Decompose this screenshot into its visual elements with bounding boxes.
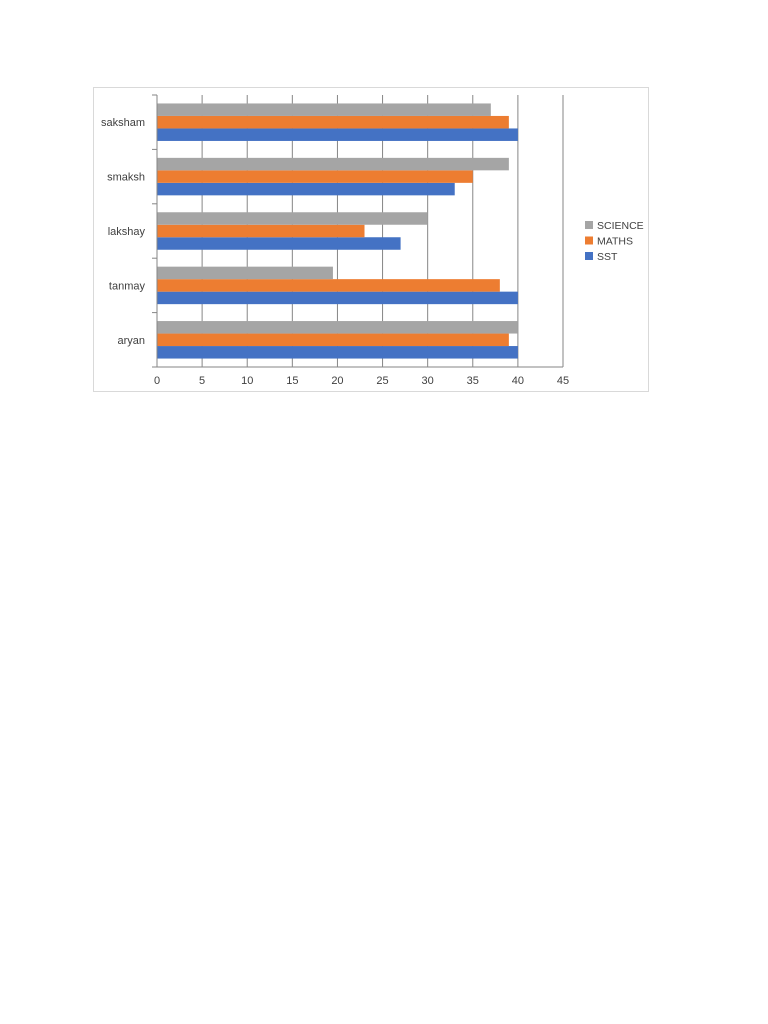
y-category-label-tanmay: tanmay <box>109 280 146 292</box>
x-tick-label-25: 25 <box>376 375 388 387</box>
bar-lakshay-maths <box>157 224 365 238</box>
legend-label-maths: MATHS <box>597 236 633 248</box>
bar-saksham-sst <box>157 128 518 141</box>
y-category-label-saksham: saksham <box>101 117 145 129</box>
x-tick-label-15: 15 <box>286 375 298 387</box>
x-tick-label-5: 5 <box>199 375 205 387</box>
x-tick-label-10: 10 <box>241 375 253 387</box>
bars <box>157 103 518 359</box>
bar-smaksh-science <box>157 157 509 171</box>
bar-tanmay-sst <box>157 291 518 305</box>
x-tick-label-30: 30 <box>422 375 434 387</box>
bar-saksham-maths <box>157 115 509 129</box>
x-tick-label-45: 45 <box>557 375 569 387</box>
bar-smaksh-sst <box>157 182 455 196</box>
legend-swatch-sst <box>585 252 593 260</box>
y-category-label-lakshay: lakshay <box>108 226 146 238</box>
bar-aryan-maths <box>157 333 509 347</box>
bar-saksham-science <box>157 103 491 116</box>
y-category-label-smaksh: smaksh <box>107 172 145 184</box>
bar-smaksh-maths <box>157 170 473 183</box>
legend-swatch-maths <box>585 236 593 245</box>
bar-tanmay-science <box>157 266 333 280</box>
x-tick-label-40: 40 <box>512 375 524 387</box>
x-tick-label-35: 35 <box>467 375 479 387</box>
legend: SCIENCE MATHS SST <box>585 220 644 263</box>
y-category-label-aryan: aryan <box>117 335 145 347</box>
bar-chart: 0 5 10 15 20 25 30 35 40 45 aryan tanmay lakshay smak… <box>101 94 644 387</box>
bar-lakshay-sst <box>157 237 401 250</box>
legend-label-sst: SST <box>597 251 618 263</box>
bar-aryan-sst <box>157 346 518 359</box>
legend-label-science: SCIENCE <box>597 220 644 232</box>
x-tick-label-0: 0 <box>154 375 160 387</box>
bar-aryan-science <box>157 321 518 334</box>
legend-swatch-science <box>585 221 593 229</box>
x-tick-label-20: 20 <box>331 375 343 387</box>
axes: 0 5 10 15 20 25 30 35 40 45 aryan tanmay lakshay smak… <box>101 94 569 387</box>
chart-container: 0 5 10 15 20 25 30 35 40 45 aryan tanmay lakshay smak… <box>93 87 649 392</box>
bar-lakshay-science <box>157 212 428 225</box>
bar-tanmay-maths <box>157 279 500 292</box>
